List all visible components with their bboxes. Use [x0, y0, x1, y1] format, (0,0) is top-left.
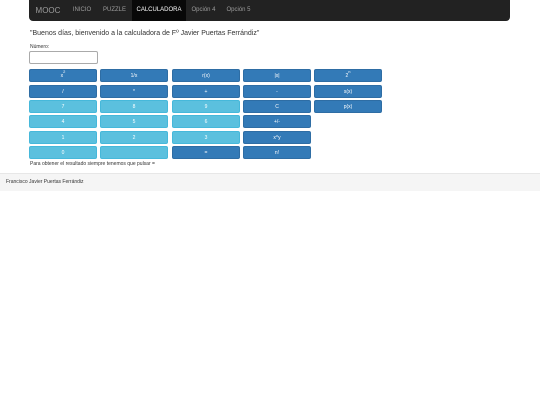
- key-digit-4[interactable]: 4: [29, 115, 97, 128]
- key-label: 4: [61, 119, 65, 125]
- key-superscript: 2: [63, 69, 66, 75]
- key-s-function[interactable]: s(x): [314, 85, 382, 98]
- key-label: 9: [204, 104, 208, 110]
- key-label: n!: [274, 150, 280, 156]
- key-clear[interactable]: C: [243, 100, 311, 113]
- key-digit-5[interactable]: 5: [100, 115, 168, 128]
- nav-item-puzzle[interactable]: PUZZLE: [102, 7, 126, 13]
- key-label: 0: [61, 150, 65, 156]
- key-square[interactable]: x2: [29, 69, 97, 82]
- key-superscript: n: [348, 69, 351, 75]
- key-digit-8[interactable]: 8: [100, 100, 168, 113]
- key-label: C: [275, 104, 279, 110]
- key-absolute[interactable]: |x|: [243, 69, 311, 82]
- footer-text: Francisco Javier Puertas Ferrándiz: [6, 179, 84, 185]
- key-label: +/-: [274, 119, 280, 125]
- key-label: 2: [132, 135, 136, 141]
- greeting-text: "Buenos días, bienvenido a la calculador…: [30, 30, 260, 37]
- key-digit-3[interactable]: 3: [172, 131, 240, 144]
- navbar-brand[interactable]: MOOC: [35, 6, 61, 15]
- key-label: *: [133, 89, 135, 95]
- key-digit-1[interactable]: 1: [29, 131, 97, 144]
- key-label: 7: [61, 104, 65, 110]
- key-label: 3: [204, 135, 208, 141]
- key-label: /: [62, 89, 64, 95]
- key-power-of-two[interactable]: 2n: [314, 69, 382, 82]
- key-digit-0[interactable]: 0: [29, 146, 97, 159]
- key-label: -: [276, 89, 278, 95]
- key-label: 6: [204, 119, 208, 125]
- key-label: |x|: [274, 73, 280, 79]
- footer: Francisco Javier Puertas Ferrándiz: [0, 173, 540, 191]
- top-navbar: MOOC INICIO PUZZLE CALCULADORA Opción 4 …: [29, 0, 510, 21]
- key-label: p(x): [343, 104, 353, 110]
- key-label: 2: [345, 73, 349, 79]
- key-reciprocal[interactable]: 1/x: [100, 69, 168, 82]
- key-label: 1: [61, 135, 65, 141]
- nav-item-inicio[interactable]: INICIO: [72, 7, 92, 13]
- key-power[interactable]: x^y: [243, 131, 311, 144]
- key-divide[interactable]: /: [29, 85, 97, 98]
- key-negate[interactable]: +/-: [243, 115, 311, 128]
- key-digit-2[interactable]: 2: [100, 131, 168, 144]
- number-input[interactable]: [29, 51, 98, 64]
- key-label: 8: [132, 104, 136, 110]
- key-label: =: [204, 150, 208, 156]
- key-equals[interactable]: =: [172, 146, 240, 159]
- key-label: x^y: [273, 135, 281, 141]
- key-multiply[interactable]: *: [100, 85, 168, 98]
- key-add[interactable]: +: [172, 85, 240, 98]
- key-label: 5: [132, 119, 136, 125]
- result-hint: Para obtener el resultado siempre tenemo…: [30, 161, 155, 167]
- number-label: Número:: [30, 44, 50, 50]
- key-digit-6[interactable]: 6: [172, 115, 240, 128]
- key-p-function[interactable]: p(x): [314, 100, 382, 113]
- key-blank[interactable]: [100, 146, 168, 159]
- key-label: x: [60, 73, 64, 79]
- key-label: s(x): [343, 89, 353, 95]
- key-factorial[interactable]: n!: [243, 146, 311, 159]
- nav-item-opcion-4[interactable]: Opción 4: [191, 7, 216, 13]
- key-root[interactable]: r(x): [172, 69, 240, 82]
- key-label: +: [204, 89, 208, 95]
- nav-item-opcion-5[interactable]: Opción 5: [226, 7, 251, 13]
- key-label: 1/x: [130, 73, 138, 79]
- key-digit-7[interactable]: 7: [29, 100, 97, 113]
- key-label: r(x): [202, 73, 210, 79]
- key-subtract[interactable]: -: [243, 85, 311, 98]
- key-digit-9[interactable]: 9: [172, 100, 240, 113]
- nav-item-calculadora[interactable]: CALCULADORA: [132, 0, 186, 21]
